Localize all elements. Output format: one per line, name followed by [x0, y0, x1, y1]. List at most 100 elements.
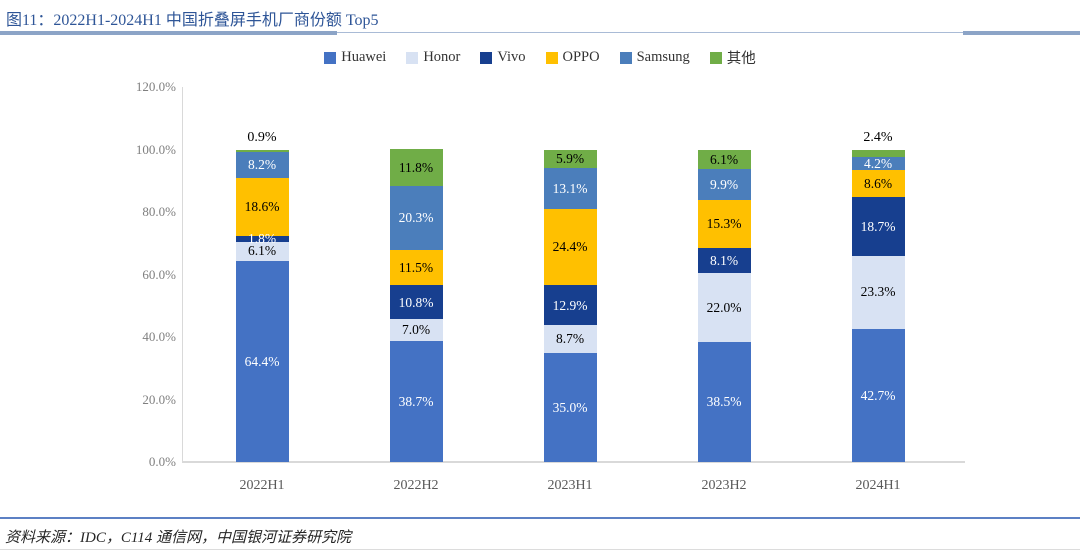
bar-segment-其他-2022H1: [235, 149, 289, 153]
bar-segment-oppo-2022H1: 18.6%: [235, 177, 289, 237]
data-label-huawei-2022H1: 64.4%: [244, 353, 280, 369]
bar-segment-honor-2022H2: 7.0%: [389, 319, 443, 342]
bar-segment-oppo-2023H2: 15.3%: [697, 199, 751, 248]
outside-data-label-2022H1: 0.9%: [247, 129, 277, 145]
y-axis-line: [182, 87, 183, 462]
legend-item-oppo: OPPO: [545, 47, 600, 68]
bar-segment-其他-2022H2: 11.8%: [389, 149, 443, 187]
x-axis-category-label-2022H2: 2022H2: [393, 478, 439, 493]
data-label-huawei-2023H2: 38.5%: [706, 394, 742, 410]
source-note: 资料来源：IDC，C114 通信网，中国银河证券研究院: [5, 530, 351, 546]
bar-2022H1: 64.4% 6.1% 1.8% 18.6% 8.2%: [235, 87, 289, 462]
y-axis-tick-label: 80.0%: [142, 204, 176, 219]
bar-segment-huawei-2024H1: 42.7%: [851, 328, 905, 462]
bar-2023H1: 35.0% 8.7% 12.9% 24.4% 13.1% 5.9%: [543, 87, 597, 462]
data-label-其他-2023H2: 6.1%: [709, 151, 739, 167]
x-axis-category-label-2023H1: 2023H1: [547, 478, 593, 493]
data-label-vivo-2023H1: 12.9%: [552, 297, 588, 313]
x-axis-category-label-2024H1: 2024H1: [855, 478, 901, 493]
data-label-honor-2022H2: 7.0%: [401, 322, 431, 338]
y-axis-tick-label: 20.0%: [142, 391, 176, 407]
legend-swatch-vivo-icon: [480, 51, 493, 64]
data-label-samsung-2024H1: 4.2%: [863, 156, 893, 172]
x-axis-category-label-2022H1: 2022H1: [239, 478, 285, 493]
legend-label: Vivo: [497, 49, 526, 65]
data-label-huawei-2023H1: 35.0%: [552, 399, 588, 415]
data-label-samsung-2022H1: 8.2%: [247, 157, 277, 173]
bar-segment-vivo-2024H1: 18.7%: [851, 197, 905, 256]
chart-legend: Huawei Honor Vivo OPPO Samsung 其他: [0, 47, 1080, 68]
y-axis-tick-label: 40.0%: [142, 329, 176, 344]
bar-segment-huawei-2023H1: 35.0%: [543, 352, 597, 462]
legend-swatch-samsung-icon: [619, 51, 632, 64]
data-label-samsung-2022H2: 20.3%: [398, 210, 434, 226]
x-axis-category-label-2023H2: 2023H2: [701, 478, 747, 493]
bar-segment-honor-2023H1: 8.7%: [543, 325, 597, 353]
data-label-samsung-2023H1: 13.1%: [552, 180, 588, 196]
y-axis-tick-label: 120.0%: [135, 79, 176, 94]
legend-item-其他: 其他: [709, 47, 756, 68]
outside-data-label-2024H1: 2.4%: [863, 129, 893, 145]
legend-item-vivo: Vivo: [480, 47, 526, 68]
legend-label: OPPO: [562, 49, 600, 65]
legend-label: Samsung: [636, 49, 690, 65]
footer-divider: [0, 517, 1080, 519]
bottom-border: [0, 549, 1080, 550]
legend-swatch-其他-icon: [709, 51, 722, 64]
data-label-oppo-2024H1: 8.6%: [863, 176, 893, 192]
legend-label: Honor: [423, 49, 461, 65]
legend-swatch-huawei-icon: [324, 51, 337, 64]
data-label-其他-2022H2: 11.8%: [398, 159, 434, 175]
legend-swatch-oppo-icon: [545, 51, 558, 64]
legend-item-huawei: Huawei: [324, 47, 386, 68]
bar-2022H2: 38.7% 7.0% 10.8% 11.5% 20.3% 11.8%: [389, 87, 443, 462]
data-label-oppo-2022H2: 11.5%: [398, 259, 434, 275]
bar-segment-honor-2024H1: 23.3%: [851, 255, 905, 329]
y-axis-tick-label: 100.0%: [135, 141, 176, 157]
data-label-honor-2023H1: 8.7%: [555, 331, 585, 347]
bar-segment-huawei-2023H2: 38.5%: [697, 341, 751, 462]
legend-label: Huawei: [341, 49, 387, 65]
data-label-vivo-2022H2: 10.8%: [398, 294, 434, 310]
bar-segment-oppo-2024H1: 8.6%: [851, 170, 905, 198]
data-label-honor-2023H2: 22.0%: [706, 299, 742, 315]
bar-segment-oppo-2023H1: 24.4%: [543, 208, 597, 286]
legend-item-samsung: Samsung: [619, 47, 690, 68]
bar-segment-samsung-2023H2: 9.9%: [697, 168, 751, 200]
data-label-honor-2022H1: 6.1%: [247, 243, 277, 259]
data-label-oppo-2023H1: 24.4%: [552, 239, 588, 255]
data-label-huawei-2022H2: 38.7%: [398, 393, 434, 409]
bar-segment-honor-2022H1: 6.1%: [235, 241, 289, 261]
data-label-vivo-2024H1: 18.7%: [860, 218, 896, 234]
bar-2023H2: 38.5% 22.0% 8.1% 15.3% 9.9% 6.1%: [697, 87, 751, 462]
bar-segment-honor-2023H2: 22.0%: [697, 272, 751, 342]
bar-segment-huawei-2022H1: 64.4%: [235, 260, 289, 462]
data-label-oppo-2022H1: 18.6%: [244, 199, 280, 215]
title-underline-thin: [0, 32, 1080, 33]
legend-swatch-honor-icon: [406, 51, 419, 64]
data-label-vivo-2023H2: 8.1%: [709, 252, 739, 268]
bar-segment-samsung-2022H1: 8.2%: [235, 152, 289, 178]
data-label-samsung-2023H2: 9.9%: [709, 176, 739, 192]
title-underline-left-segment: [0, 31, 337, 35]
bar-segment-huawei-2022H2: 38.7%: [389, 341, 443, 462]
legend-item-honor: Honor: [406, 47, 460, 68]
data-label-huawei-2024H1: 42.7%: [860, 387, 896, 403]
y-axis-tick-label: 0.0%: [148, 454, 176, 469]
bar-segment-samsung-2022H2: 20.3%: [389, 186, 443, 250]
bar-segment-samsung-2023H1: 13.1%: [543, 167, 597, 209]
y-axis-tick-label: 60.0%: [142, 266, 176, 282]
x-axis-line: [182, 461, 965, 463]
title-underline-right-segment: [963, 31, 1080, 35]
bar-segment-其他-2023H1: 5.9%: [543, 149, 597, 168]
bar-2024H1: 42.7% 23.3% 18.7% 8.6% 4.2%: [851, 87, 905, 462]
data-label-oppo-2023H2: 15.3%: [706, 215, 742, 231]
bar-segment-oppo-2022H2: 11.5%: [389, 249, 443, 286]
bar-segment-vivo-2022H2: 10.8%: [389, 285, 443, 320]
data-label-honor-2024H1: 23.3%: [860, 284, 896, 300]
bar-segment-samsung-2024H1: 4.2%: [851, 156, 905, 172]
bar-segment-其他-2023H2: 6.1%: [697, 149, 751, 169]
bar-segment-vivo-2023H2: 8.1%: [697, 247, 751, 273]
